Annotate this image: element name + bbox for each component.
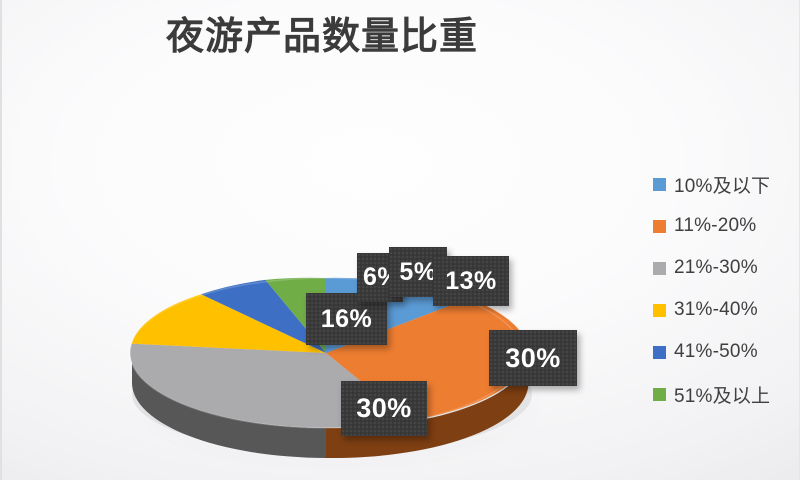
pie-slice-31-40[interactable] <box>131 294 326 353</box>
pie-plot-area: 16% 6% 5% 13% 30% 30% <box>110 98 577 459</box>
legend-item-11-20[interactable]: 11%-20% <box>653 205 793 247</box>
legend-item-10-and-below[interactable]: 10%及以下 <box>653 163 793 205</box>
legend-item-51-and-above[interactable]: 51%及以上 <box>653 373 793 415</box>
legend-swatch-icon <box>653 261 666 275</box>
legend-swatch-icon <box>653 177 666 191</box>
pie-side-wall-gray <box>132 353 326 458</box>
data-label-10-and-below: 13% <box>433 256 509 306</box>
legend-label: 41%-50% <box>674 341 758 362</box>
pie-slice-21-30[interactable] <box>130 343 410 428</box>
legend-item-41-50[interactable]: 41%-50% <box>653 331 793 373</box>
legend-item-21-30[interactable]: 21%-30% <box>653 247 793 289</box>
legend-swatch-icon <box>653 303 666 317</box>
legend-label: 10%及以下 <box>674 175 771 197</box>
pie-slice-41-50[interactable] <box>201 279 326 353</box>
legend-item-31-40[interactable]: 31%-40% <box>653 289 793 331</box>
data-label-11-20: 30% <box>489 330 577 386</box>
data-label-31-40: 16% <box>306 293 387 345</box>
legend-label: 21%-30% <box>674 257 758 278</box>
legend-swatch-icon <box>653 345 666 359</box>
legend-swatch-icon <box>653 219 666 233</box>
chart-legend: 10%及以下 11%-20% 21%-30% 31%-40% 41%-50% 5… <box>653 163 793 415</box>
chart-title: 夜游产品数量比重 <box>165 16 478 58</box>
legend-label: 51%及以上 <box>674 385 771 407</box>
legend-label: 31%-40% <box>674 299 758 320</box>
legend-label: 11%-20% <box>674 215 757 236</box>
data-label-21-30: 30% <box>341 381 427 436</box>
legend-swatch-icon <box>653 387 666 401</box>
